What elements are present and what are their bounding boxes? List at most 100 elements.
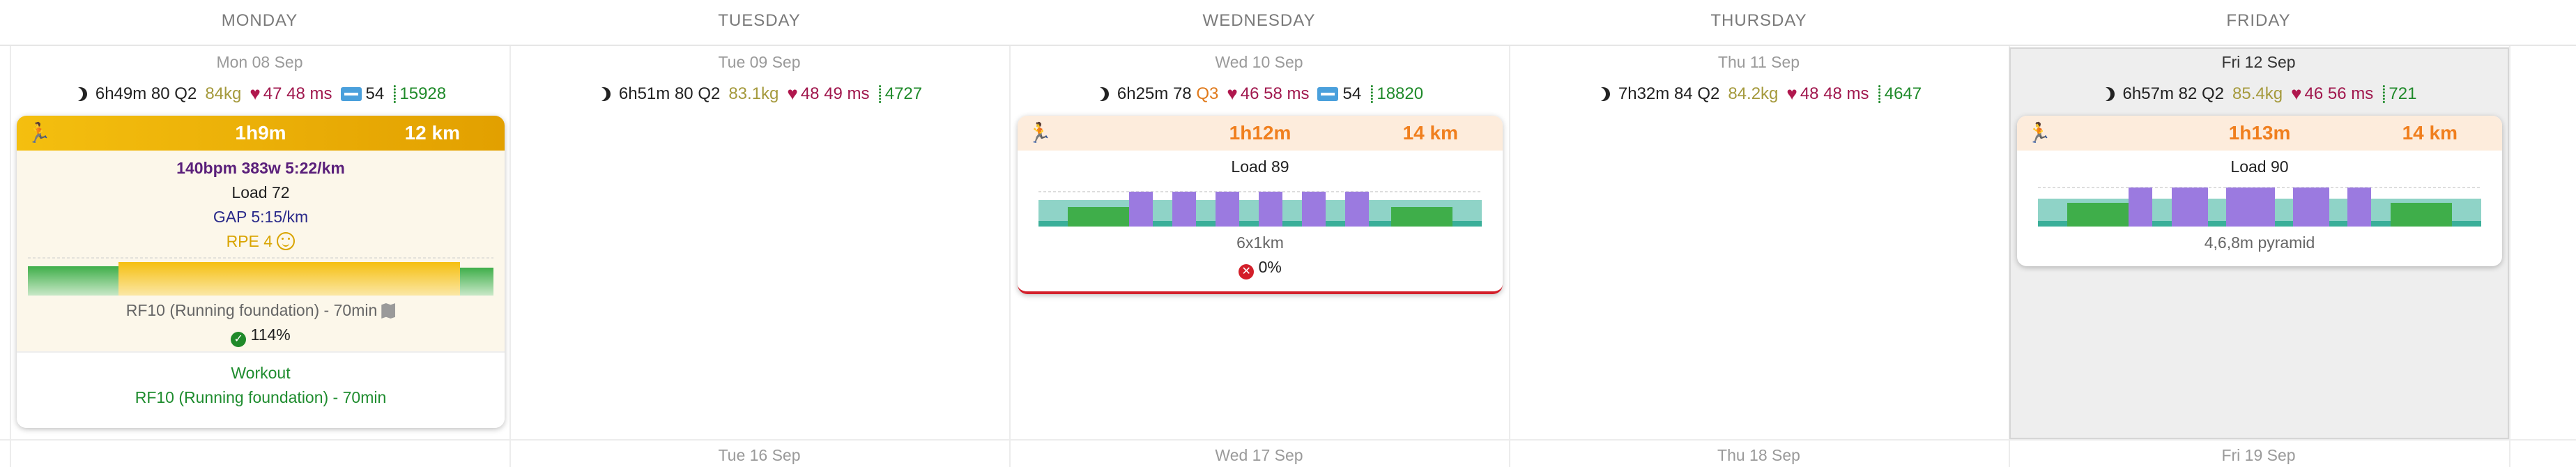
activity-card-mon[interactable]: 🏃 1h9m 12 km 140bpm 383w 5:22/km Load 72…: [17, 116, 505, 428]
day-date-next-wed[interactable]: Wed 17 Sep: [1215, 446, 1303, 464]
hrv-value: 47 48 ms: [263, 84, 332, 103]
sleep-score: 80: [151, 84, 170, 103]
resting-hr-value: 54: [1342, 84, 1362, 103]
activity-metrics: 140bpm 383w 5:22/km: [176, 159, 345, 177]
footsteps-icon: ⸽: [2382, 85, 2386, 104]
day-header-friday: FRIDAY: [2226, 11, 2291, 30]
grid-divider: [10, 46, 11, 467]
heart-icon: ♥: [250, 83, 261, 104]
compliance-value: 114%: [250, 326, 291, 344]
sleep-quality: Q2: [1697, 84, 1720, 103]
steps-value: 721: [2389, 84, 2417, 103]
planned-duration: 1h12m: [1229, 122, 1291, 144]
heart-icon: ♥: [1786, 83, 1797, 104]
sleep-quality: Q2: [2201, 84, 2224, 103]
wellness-stats-mon[interactable]: 6h49m 80 Q2 84kg ♥ 47 48 ms 54 ⸽ 15928: [10, 82, 509, 105]
activity-distance: 12 km: [404, 122, 460, 144]
sleep-duration: 6h51m: [618, 84, 670, 103]
weight-value: 84kg: [205, 84, 242, 103]
planned-distance: 14 km: [1402, 122, 1458, 144]
sleep-score: 78: [1172, 84, 1192, 103]
resting-hr-icon: [1317, 86, 1339, 101]
day-date-wed[interactable]: Wed 10 Sep: [1215, 53, 1303, 71]
day-header-monday: MONDAY: [221, 11, 298, 30]
interval-structure-chart: [1038, 191, 1482, 227]
day-date-next-tue[interactable]: Tue 16 Sep: [718, 446, 801, 464]
hrv-value: 48 49 ms: [800, 84, 870, 103]
day-date-thu[interactable]: Thu 11 Sep: [1717, 53, 1800, 71]
day-date-mon[interactable]: Mon 08 Sep: [216, 53, 303, 71]
planned-card-wed[interactable]: 🏃 1h12m 14 km Load 89 6x1km ✕ 0%: [1018, 116, 1503, 294]
moon-icon: [592, 87, 606, 101]
sleep-quality: Q2: [698, 84, 721, 103]
grid-divider: [1509, 46, 1510, 467]
planned-workout[interactable]: Workout RF10 (Running foundation) - 70mi…: [17, 351, 505, 428]
day-date-next-thu[interactable]: Thu 18 Sep: [1717, 446, 1800, 464]
heart-icon: ♥: [2291, 83, 2302, 104]
footsteps-icon: ⸽: [392, 85, 397, 104]
day-date-tue[interactable]: Tue 09 Sep: [718, 53, 801, 71]
rpe-value: RPE 4: [226, 232, 273, 250]
moon-icon: [2096, 87, 2110, 101]
heart-icon: ♥: [1227, 83, 1238, 104]
grid-divider: [1009, 46, 1011, 467]
grid-divider: [509, 46, 511, 467]
steps-value: 15928: [399, 84, 447, 103]
workout-name: 4,6,8m pyramid: [2204, 234, 2315, 252]
grade-adjusted-pace: GAP 5:15/km: [213, 208, 309, 226]
resting-hr-value: 54: [365, 84, 385, 103]
wellness-stats-thu[interactable]: 7h32m 84 Q2 84.2kg ♥ 48 48 ms ⸽ 4647: [1509, 82, 2009, 105]
workout-name: 6x1km: [1236, 234, 1284, 252]
map-icon: [381, 303, 396, 319]
smiley-icon: [277, 232, 296, 250]
runner-icon: 🏃: [26, 122, 51, 144]
week-divider: [0, 439, 2576, 441]
sleep-duration: 6h49m: [95, 84, 147, 103]
sleep-duration: 6h57m: [2122, 84, 2174, 103]
footsteps-icon: ⸽: [1877, 85, 1882, 104]
training-load: Load 90: [2230, 158, 2289, 176]
weight-value: 83.1kg: [728, 84, 779, 103]
sleep-score: 80: [674, 84, 693, 103]
moon-icon: [69, 87, 83, 101]
training-load: Load 72: [231, 183, 290, 201]
planned-card-header: 🏃 1h13m 14 km: [2017, 116, 2502, 151]
planned-duration: 1h13m: [2228, 122, 2291, 144]
training-load: Load 89: [1231, 158, 1289, 176]
activity-duration: 1h9m: [235, 122, 286, 144]
planned-workout-name: RF10 (Running foundation) - 70min: [135, 388, 387, 406]
activity-card-header: 🏃 1h9m 12 km: [17, 116, 505, 151]
steps-value: 18820: [1377, 84, 1424, 103]
resting-hr-icon: [340, 86, 362, 101]
wellness-stats-wed[interactable]: 6h25m 78 Q3 ♥ 46 58 ms 54 ⸽ 18820: [1009, 82, 1509, 105]
wellness-stats-tue[interactable]: 6h51m 80 Q2 83.1kg ♥ 48 49 ms ⸽ 4727: [509, 82, 1009, 105]
x-circle-icon: ✕: [1239, 264, 1255, 280]
activity-card-body: 140bpm 383w 5:22/km Load 72 GAP 5:15/km …: [17, 151, 505, 351]
activity-intensity-chart: [28, 257, 493, 296]
sleep-score: 84: [1673, 84, 1693, 103]
runner-icon: 🏃: [1027, 122, 1052, 144]
steps-value: 4727: [884, 84, 923, 103]
day-date-fri[interactable]: Fri 12 Sep: [2221, 53, 2296, 71]
wellness-stats-fri[interactable]: 6h57m 82 Q2 85.4kg ♥ 46 56 ms ⸽ 721: [2009, 82, 2508, 105]
planned-card-fri[interactable]: 🏃 1h13m 14 km Load 90 4,6,8m pyramid: [2017, 116, 2502, 266]
day-header-wednesday: WEDNESDAY: [1202, 11, 1316, 30]
steps-value: 4647: [1884, 84, 1922, 103]
weight-value: 85.4kg: [2232, 84, 2283, 103]
moon-icon: [1091, 87, 1105, 101]
heart-icon: ♥: [787, 83, 798, 104]
day-header-thursday: THURSDAY: [1710, 11, 1807, 30]
sleep-score: 82: [2178, 84, 2198, 103]
compliance-value: 0%: [1258, 258, 1282, 276]
calendar-header: MONDAY TUESDAY WEDNESDAY THURSDAY FRIDAY: [0, 0, 2576, 46]
sleep-quality: Q2: [174, 84, 197, 103]
workout-name: RF10 (Running foundation) - 70min: [125, 301, 378, 319]
day-date-next-fri[interactable]: Fri 19 Sep: [2221, 446, 2296, 464]
moon-icon: [1592, 87, 1606, 101]
runner-icon: 🏃: [2027, 122, 2051, 144]
weight-value: 84.2kg: [1728, 84, 1779, 103]
hrv-value: 46 58 ms: [1240, 84, 1310, 103]
planned-distance: 14 km: [2402, 122, 2458, 144]
planned-workout-title: Workout: [231, 364, 291, 382]
footsteps-icon: ⸽: [877, 85, 882, 104]
